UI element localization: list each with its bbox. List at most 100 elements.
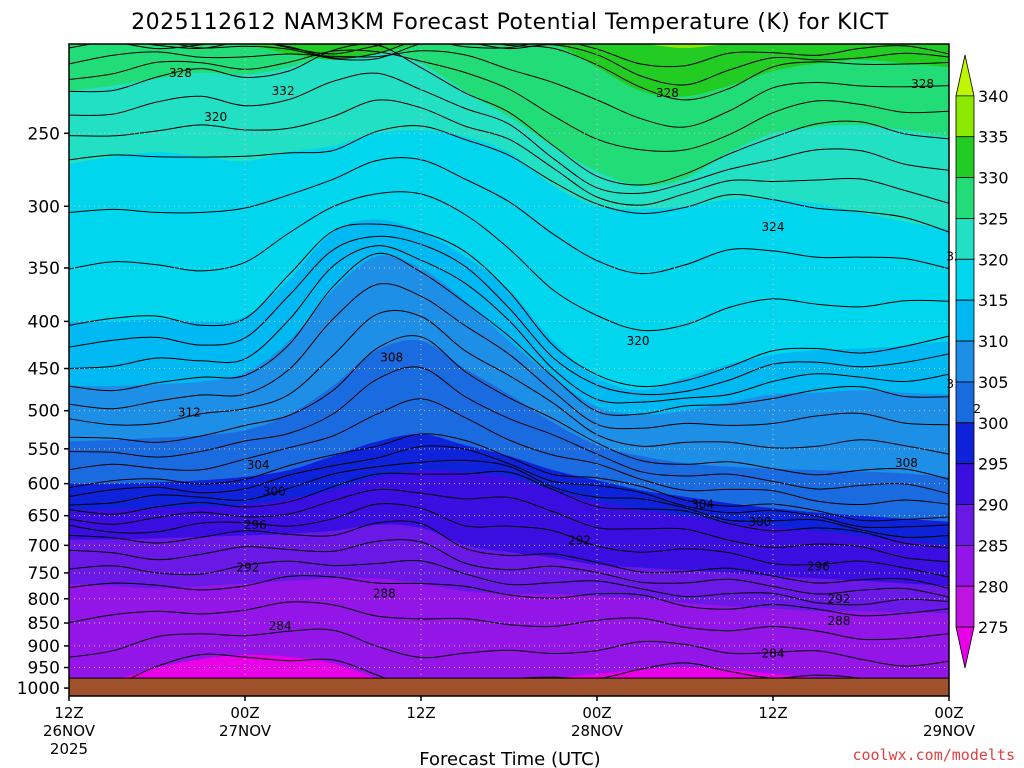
contour-label: 308 — [380, 351, 403, 365]
colorbar-label: 310 — [978, 332, 1009, 351]
isentrope-line — [69, 459, 949, 538]
colorbar-swatch — [955, 626, 975, 669]
y-axis: 250 300 350 400 450 500 550 600 650 700 750 800 850 9… — [17, 124, 69, 699]
contour-label: 288 — [828, 614, 851, 628]
credit-link[interactable]: coolwx.com/modelts — [852, 746, 1015, 764]
isentrope-line — [69, 575, 949, 617]
x-tick-label: 2025 — [50, 740, 88, 758]
contour-label: 308 — [895, 456, 918, 470]
x-tick-label: 00Z — [230, 704, 259, 722]
isentrope-line — [69, 157, 949, 275]
colorbar-swatch — [955, 218, 975, 260]
isentrope-line — [69, 252, 949, 416]
x-tick-label: 00Z — [582, 704, 611, 722]
y-tick-label: 1000 — [17, 679, 60, 699]
isentrope-line — [69, 245, 949, 404]
isentrope-line — [69, 235, 949, 396]
colorbar-swatch — [955, 95, 975, 138]
isentrope-line — [69, 44, 949, 101]
ground-surface — [69, 677, 949, 696]
isentrope-line — [69, 470, 949, 549]
contour-labels: 3283323283283203243203203083163123123043… — [169, 66, 981, 660]
contour-label: 288 — [373, 587, 396, 601]
contour-label: 296 — [807, 559, 830, 573]
y-tick-label: 400 — [28, 312, 60, 332]
isentrope-line — [69, 539, 949, 598]
contour-label: 320 — [627, 334, 650, 348]
y-tick-label: 600 — [28, 475, 60, 495]
colorbar-label: 305 — [978, 373, 1009, 392]
colorbar-swatch — [955, 54, 975, 97]
x-tick-label: 12Z — [54, 704, 83, 722]
colorbar-swatch — [955, 504, 975, 546]
isentrope-line — [69, 44, 949, 186]
colorbar-swatch — [955, 422, 975, 465]
colorbar-swatch — [955, 545, 975, 587]
colorbar-label: 290 — [978, 496, 1009, 515]
y-tick-label: 900 — [28, 637, 60, 657]
x-tick-label: 29NOV — [923, 722, 976, 740]
y-tick-label: 750 — [28, 564, 60, 584]
y-tick-label: 250 — [28, 124, 60, 144]
y-tick-label: 650 — [28, 507, 60, 527]
colorbar-swatch — [955, 340, 975, 383]
colorbar-label: 325 — [978, 209, 1009, 228]
isentrope-line — [69, 366, 949, 495]
isentrope-line — [69, 283, 949, 430]
isentrope-line — [69, 309, 949, 455]
isentrope-line — [69, 191, 949, 332]
contour-label: 300 — [748, 515, 771, 529]
colorbar-swatch — [955, 381, 975, 424]
contour-label: 328 — [169, 66, 192, 80]
contour-label: 328 — [911, 77, 934, 91]
isentrope-line — [69, 398, 949, 506]
x-axis-label: Forecast Time (UTC) — [419, 749, 600, 768]
isentrope-line — [69, 50, 949, 128]
x-tick-label: 12Z — [406, 704, 435, 722]
x-tick-label: 26NOV — [43, 722, 96, 740]
contour-label: 320 — [204, 110, 227, 124]
isentrope-line — [69, 44, 949, 86]
isentrope-line — [69, 559, 949, 606]
contour-label: 328 — [656, 86, 679, 100]
contour-label: 300 — [263, 485, 286, 499]
colorbar-swatch — [955, 136, 975, 178]
isentrope-line — [69, 335, 949, 480]
colorbar-swatch — [955, 299, 975, 342]
contour-label: 332 — [272, 84, 295, 98]
colorbar-label: 300 — [978, 414, 1009, 433]
y-tick-label: 350 — [28, 259, 60, 279]
colorbar-label: 315 — [978, 291, 1009, 310]
band-theta-335 — [69, 44, 949, 97]
colorbar-label: 275 — [978, 618, 1009, 637]
colorbar-label: 335 — [978, 128, 1009, 147]
x-tick-label: 27NOV — [219, 722, 272, 740]
ground-surface-fill — [69, 677, 949, 696]
colorbar-swatch — [955, 177, 975, 219]
isentrope-lines — [69, 44, 949, 694]
x-tick-label: 00Z — [934, 704, 963, 722]
contour-label: 292 — [568, 534, 591, 548]
x-tick-label: 12Z — [758, 704, 787, 722]
y-tick-label: 800 — [28, 590, 60, 610]
y-tick-label: 550 — [28, 440, 60, 460]
contour-label: 324 — [762, 220, 785, 234]
chart-title: 2025112612 NAM3KM Forecast Potential Tem… — [131, 10, 889, 35]
y-tick-label: 950 — [28, 659, 60, 679]
contour-label: 296 — [244, 518, 267, 532]
contour-label: 312 — [178, 405, 201, 419]
colorbar-label: 295 — [978, 455, 1009, 474]
colorbar-label: 280 — [978, 577, 1009, 596]
y-tick-label: 450 — [28, 360, 60, 380]
isentrope-line — [69, 601, 949, 641]
y-tick-label: 700 — [28, 536, 60, 556]
isentrope-line — [69, 520, 949, 589]
colorbar-label: 340 — [978, 87, 1009, 106]
y-tick-label: 500 — [28, 402, 60, 422]
x-tick-label: 28NOV — [571, 722, 624, 740]
contour-label: 304 — [247, 458, 270, 472]
colorbar-label: 320 — [978, 250, 1009, 269]
contour-label: 292 — [236, 561, 259, 575]
isentrope-line — [69, 223, 949, 388]
